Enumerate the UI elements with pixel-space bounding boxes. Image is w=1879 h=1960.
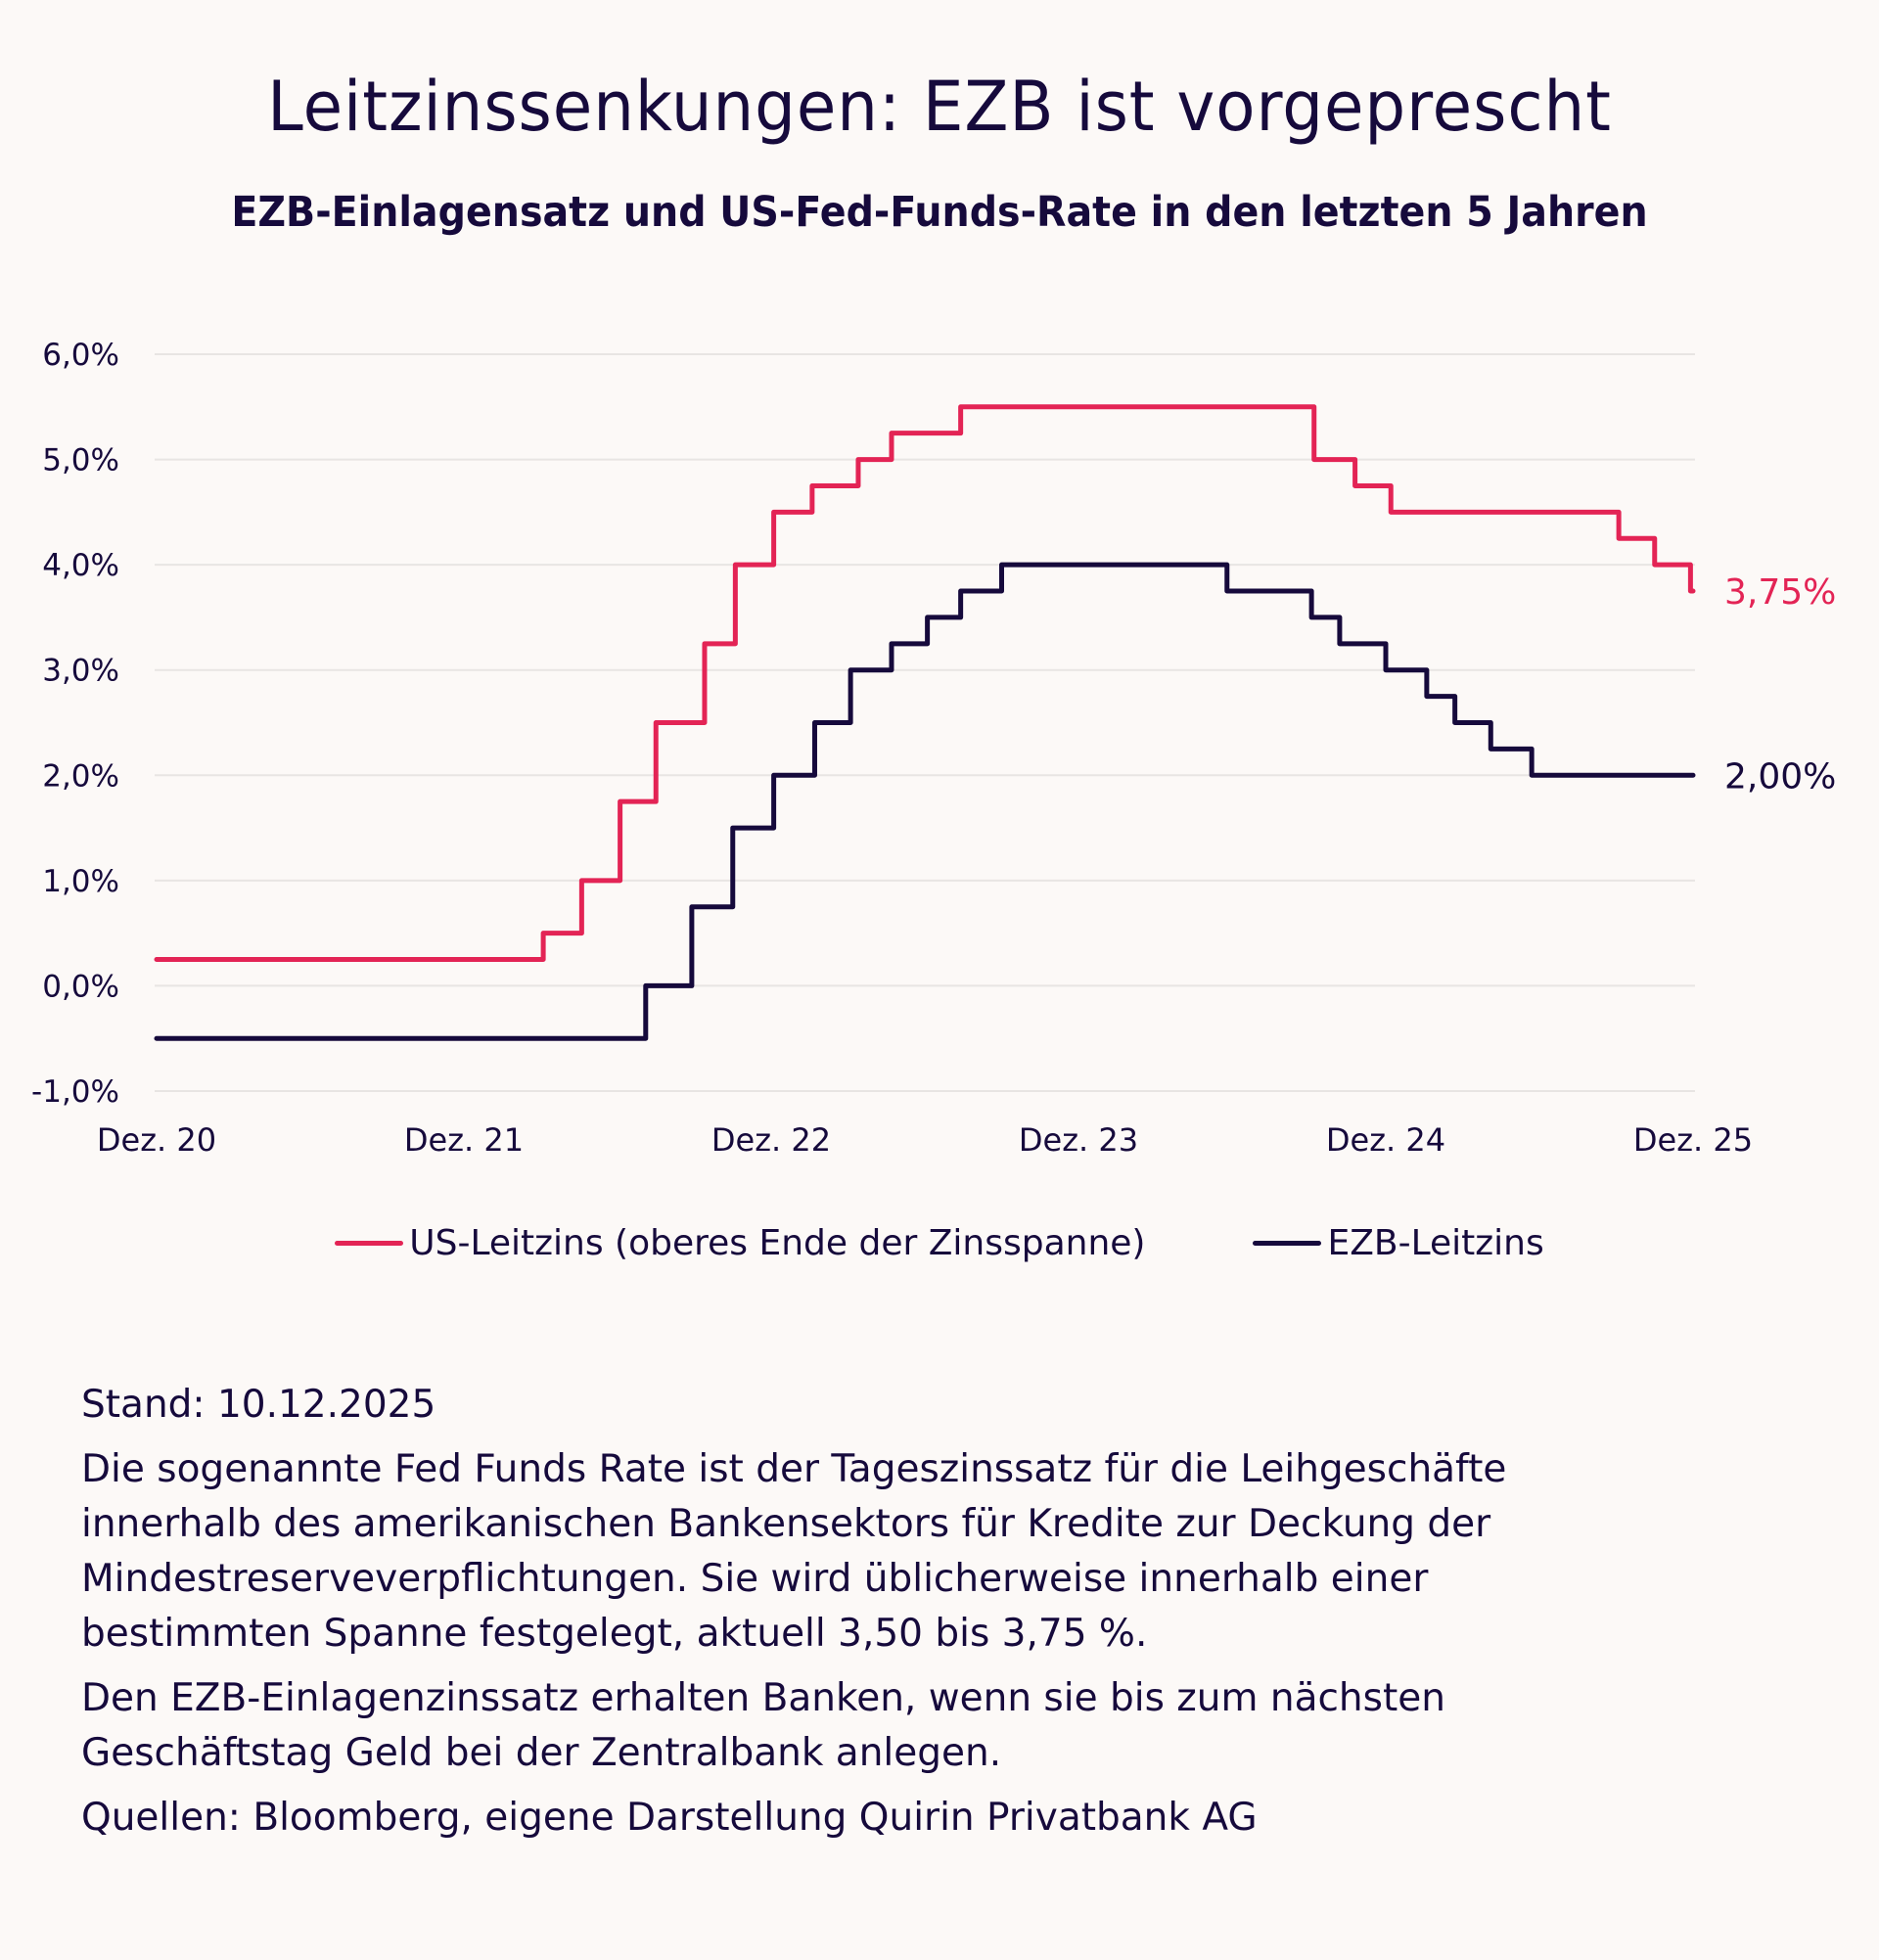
legend-item-ecb: EZB-Leitzins bbox=[1253, 1223, 1544, 1263]
y-tick-label: 1,0% bbox=[42, 864, 119, 899]
notes: Stand: 10.12.2025 Die sogenannte Fed Fun… bbox=[81, 1378, 1608, 1855]
x-tick-label: Dez. 22 bbox=[711, 1121, 831, 1159]
note-fed-funds: Die sogenannte Fed Funds Rate ist der Ta… bbox=[81, 1447, 1507, 1656]
us-end-label: 3,75% bbox=[1724, 572, 1836, 613]
legend-item-us: US-Leitzins (oberes Ende der Zinsspanne) bbox=[335, 1223, 1145, 1263]
y-tick-label: 3,0% bbox=[42, 654, 119, 689]
x-tick-label: Dez. 20 bbox=[97, 1121, 216, 1159]
x-axis-ticks: Dez. 20 Dez. 21 Dez. 22 Dez. 23 Dez. 24 Dez. … bbox=[97, 1121, 1753, 1159]
x-tick-label: Dez. 21 bbox=[404, 1121, 524, 1159]
note-ecb: Den EZB-Einlagenzinssatz erhalten Banken… bbox=[81, 1676, 1445, 1775]
y-tick-label: 5,0% bbox=[42, 443, 119, 479]
us-rate-line bbox=[154, 404, 1696, 963]
series-lines bbox=[154, 404, 1696, 1041]
y-tick-label: 0,0% bbox=[42, 969, 119, 1004]
chart-title: Leitzinssenkungen: EZB ist vorgeprescht bbox=[267, 67, 1612, 147]
note-sources: Quellen: Bloomberg, eigene Darstellung Q… bbox=[81, 1796, 1258, 1840]
x-tick-label: Dez. 25 bbox=[1633, 1121, 1753, 1159]
y-tick-label: 2,0% bbox=[42, 758, 119, 794]
legend-label-ecb: EZB-Leitzins bbox=[1327, 1223, 1544, 1263]
legend-swatch-us bbox=[335, 1241, 404, 1246]
x-tick-label: Dez. 23 bbox=[1019, 1121, 1138, 1159]
legend-label-us: US-Leitzins (oberes Ende der Zinsspanne) bbox=[409, 1223, 1146, 1263]
y-tick-label: 6,0% bbox=[42, 338, 119, 373]
ecb-end-label: 2,00% bbox=[1724, 756, 1836, 797]
legend: US-Leitzins (oberes Ende der Zinsspanne)… bbox=[0, 1223, 1879, 1263]
y-tick-label: -1,0% bbox=[31, 1074, 119, 1110]
x-tick-label: Dez. 24 bbox=[1326, 1121, 1445, 1159]
y-axis-ticks: 6,0% 5,0% 4,0% 3,0% 2,0% 1,0% 0,0% -1,0% bbox=[31, 338, 119, 1110]
gridlines bbox=[155, 353, 1695, 1092]
chart-subtitle: EZB-Einlagensatz und US-Fed-Funds-Rate i… bbox=[231, 188, 1648, 237]
rate-chart: 6,0% 5,0% 4,0% 3,0% 2,0% 1,0% 0,0% -1,0% Dez. 2… bbox=[31, 338, 1836, 1159]
note-stand: Stand: 10.12.2025 bbox=[81, 1383, 436, 1427]
end-labels: 3,75% 2,00% bbox=[1724, 572, 1836, 797]
legend-swatch-ecb bbox=[1253, 1241, 1322, 1246]
y-tick-label: 4,0% bbox=[42, 548, 119, 583]
ecb-rate-line bbox=[154, 562, 1696, 1041]
